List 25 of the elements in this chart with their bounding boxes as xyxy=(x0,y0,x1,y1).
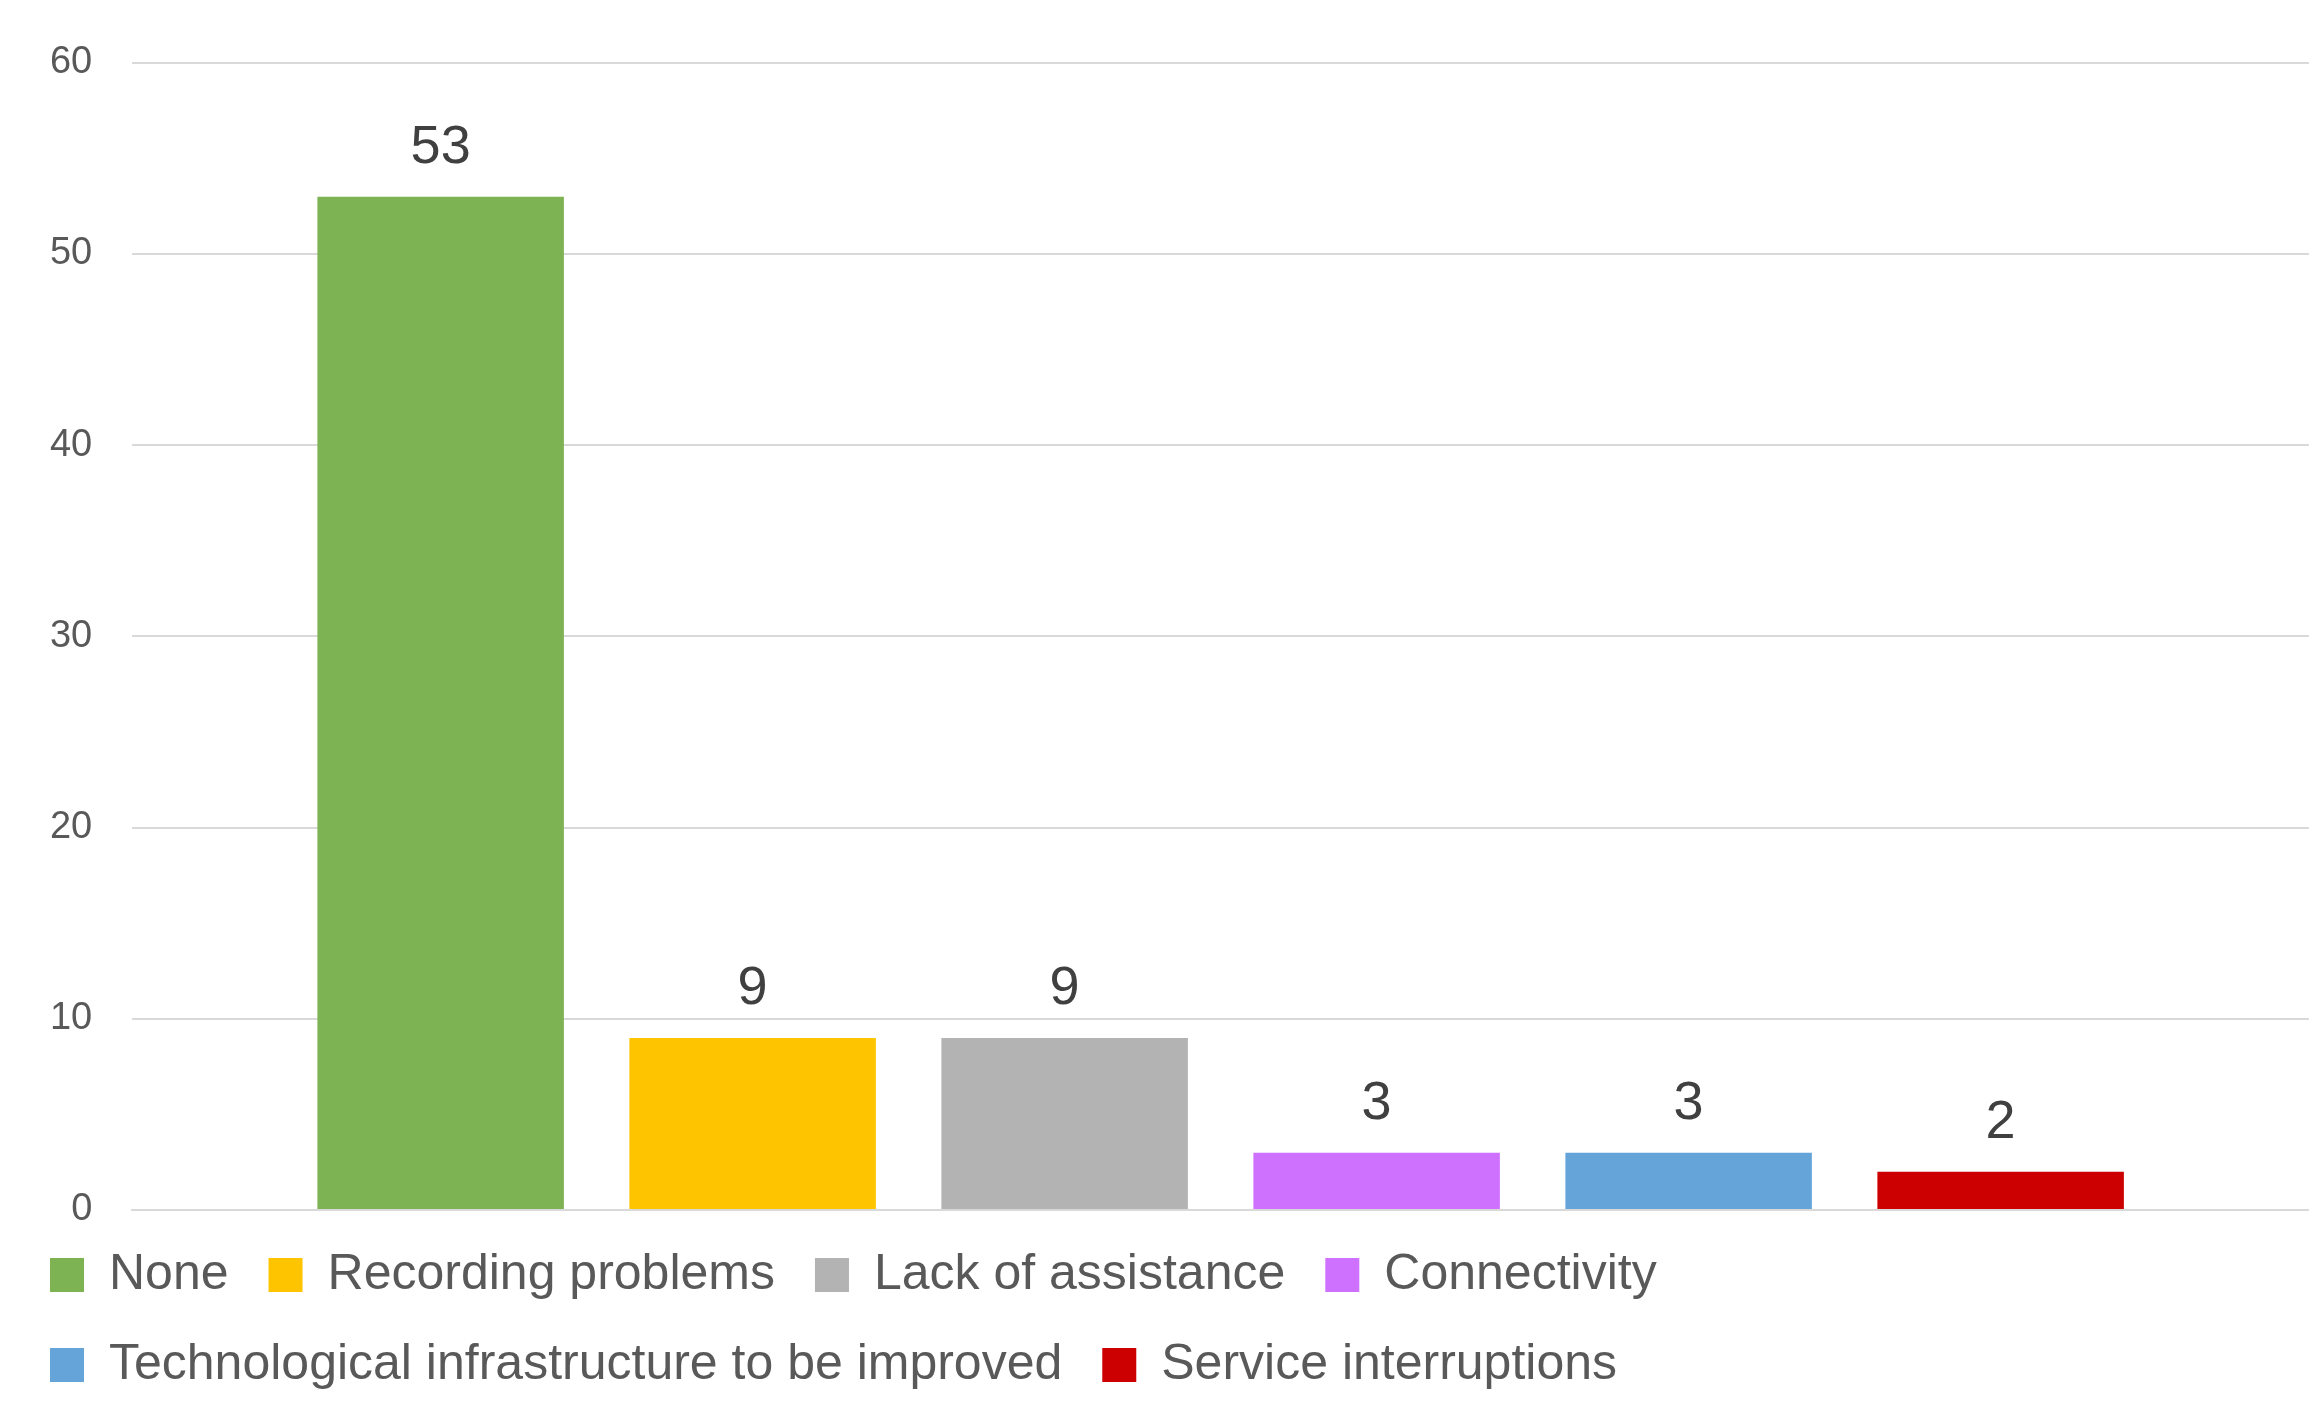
data-label: 9 xyxy=(1049,954,1080,1015)
data-label: 9 xyxy=(737,954,768,1015)
y-tick-label: 60 xyxy=(49,39,93,82)
y-tick-label: 10 xyxy=(49,995,93,1038)
legend-label: None xyxy=(109,1243,229,1300)
data-label: 3 xyxy=(1361,1069,1392,1130)
y-tick-label: 20 xyxy=(49,804,93,847)
bar xyxy=(941,1037,1188,1209)
data-label: 3 xyxy=(1673,1069,1704,1130)
y-tick-label: 0 xyxy=(71,1186,93,1229)
bar xyxy=(1877,1171,2124,1209)
legend-label: Lack of assistance xyxy=(873,1243,1286,1300)
data-label: 2 xyxy=(1985,1088,2016,1149)
bar xyxy=(317,196,564,1209)
bar xyxy=(1253,1152,1500,1209)
legend-label: Technological infrastructure to be improved xyxy=(109,1333,1063,1390)
legend-label: Connectivity xyxy=(1384,1243,1657,1300)
y-tick-label: 50 xyxy=(49,230,93,273)
legend-label: Recording problems xyxy=(327,1243,775,1300)
data-label: 53 xyxy=(410,113,471,174)
y-tick-label: 40 xyxy=(49,421,93,464)
legend-label: Service interruptions xyxy=(1161,1333,1618,1390)
bar xyxy=(629,1037,876,1209)
y-tick-label: 30 xyxy=(49,612,93,655)
bar xyxy=(1565,1152,1812,1209)
